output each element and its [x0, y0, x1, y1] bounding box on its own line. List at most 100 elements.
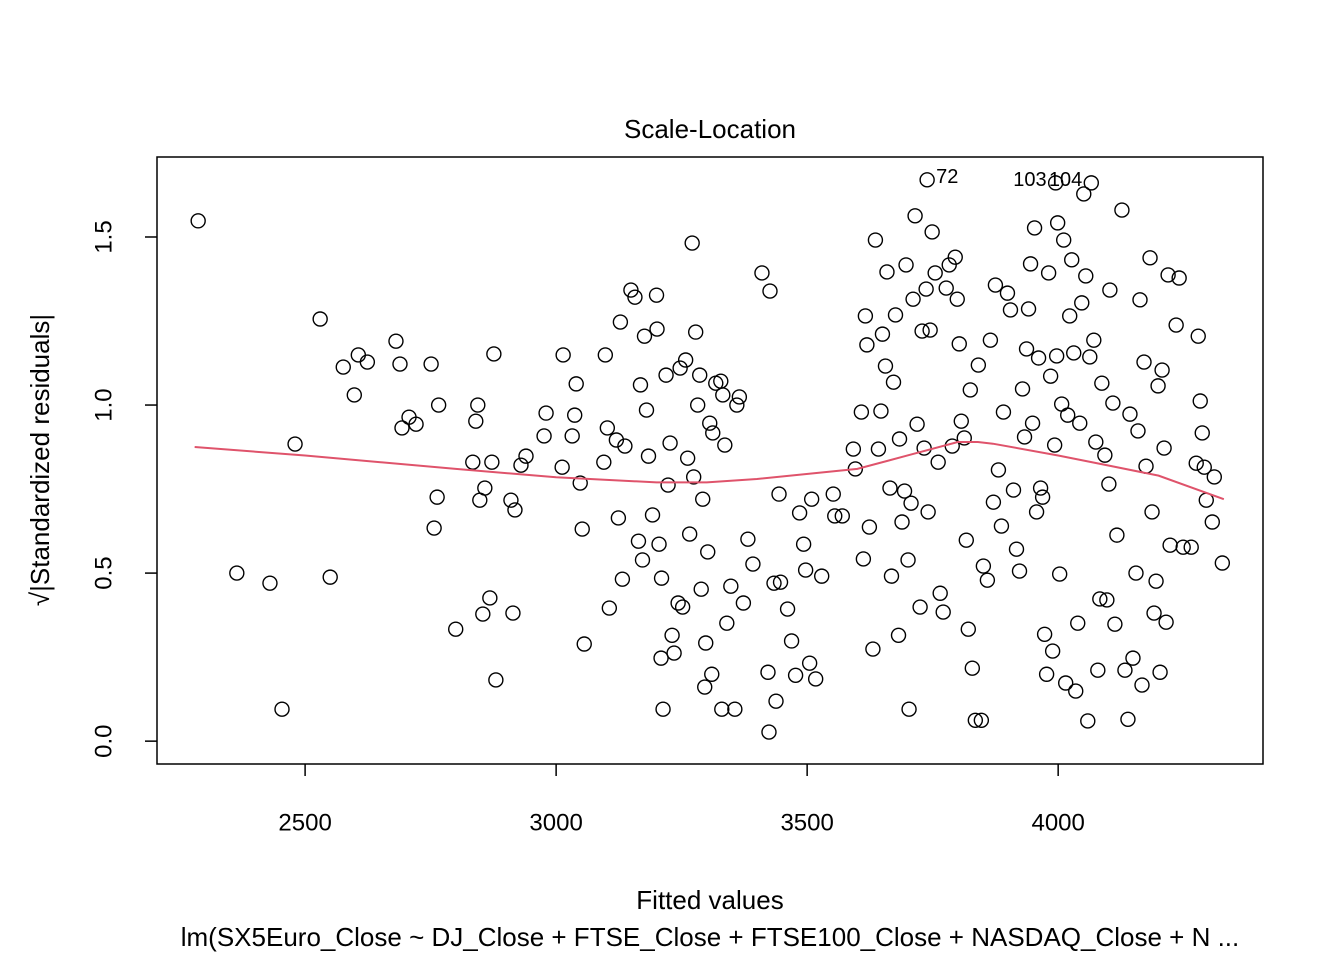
point	[670, 595, 686, 611]
point	[1042, 368, 1059, 384]
point	[1074, 295, 1090, 311]
point	[685, 469, 702, 485]
point	[1162, 537, 1178, 553]
point	[538, 405, 554, 421]
point	[692, 367, 708, 383]
point	[905, 291, 921, 307]
point	[662, 435, 678, 451]
point	[1114, 202, 1130, 218]
point	[674, 599, 691, 615]
point	[423, 356, 439, 372]
point	[1088, 434, 1104, 450]
point	[636, 328, 653, 344]
point	[648, 287, 665, 303]
point	[1028, 504, 1045, 520]
point	[975, 558, 992, 574]
point	[566, 407, 583, 423]
point	[960, 621, 977, 637]
point	[312, 311, 328, 327]
point	[617, 438, 633, 454]
point	[429, 489, 445, 505]
chart-title: Scale-Location	[624, 114, 796, 144]
point-label: 104	[1049, 169, 1082, 191]
point	[1080, 713, 1096, 729]
point	[1150, 378, 1166, 394]
point	[896, 483, 913, 499]
point	[1130, 423, 1146, 439]
y-tick-label: 0.5	[90, 556, 117, 589]
point	[1066, 345, 1082, 361]
point	[879, 264, 895, 280]
point	[1122, 406, 1138, 422]
point	[962, 382, 979, 398]
point-label: 72	[936, 166, 958, 188]
point	[882, 480, 898, 496]
point	[887, 307, 904, 323]
point	[731, 389, 748, 405]
point	[947, 249, 963, 265]
point	[956, 430, 972, 446]
point	[745, 556, 761, 572]
point	[1047, 175, 1064, 191]
point	[1086, 332, 1102, 348]
point	[359, 354, 376, 370]
point	[761, 724, 777, 740]
point	[554, 459, 570, 475]
point	[705, 425, 721, 441]
point	[1036, 626, 1053, 642]
point	[448, 621, 464, 637]
point	[853, 404, 870, 420]
point	[518, 448, 534, 464]
point	[885, 374, 902, 390]
point	[1026, 220, 1043, 236]
point	[900, 552, 916, 568]
point	[477, 480, 493, 496]
point	[1192, 393, 1208, 409]
point	[1099, 592, 1115, 608]
point	[1070, 615, 1086, 631]
point	[861, 519, 878, 535]
point	[505, 605, 521, 621]
plot-frame	[156, 156, 1264, 765]
point	[1158, 614, 1174, 630]
point	[953, 413, 969, 429]
point	[898, 257, 914, 273]
smooth-line	[194, 441, 1225, 501]
point	[1144, 504, 1160, 520]
point	[1020, 301, 1037, 317]
point	[845, 441, 862, 457]
point	[666, 645, 682, 661]
point	[890, 627, 907, 643]
point	[1008, 541, 1025, 557]
point	[941, 257, 957, 273]
point	[350, 347, 367, 363]
point	[1090, 662, 1106, 678]
point	[922, 322, 938, 338]
point	[920, 504, 936, 520]
point	[958, 532, 974, 548]
point	[1105, 395, 1121, 411]
point	[262, 575, 278, 591]
point	[698, 635, 714, 651]
point	[612, 314, 629, 330]
point	[1194, 425, 1210, 441]
point	[723, 578, 739, 594]
point	[930, 454, 946, 470]
point	[660, 477, 676, 493]
point	[677, 352, 694, 368]
point	[274, 701, 290, 717]
point	[1160, 267, 1176, 283]
point	[229, 565, 245, 581]
point	[568, 376, 584, 392]
point	[475, 606, 491, 622]
point	[999, 285, 1016, 301]
point	[1082, 349, 1098, 365]
point	[346, 387, 363, 403]
point	[430, 397, 447, 413]
point	[1188, 455, 1204, 471]
point	[1040, 265, 1057, 281]
point	[482, 590, 498, 606]
point	[658, 367, 674, 383]
point	[801, 655, 818, 671]
point	[1060, 407, 1076, 423]
